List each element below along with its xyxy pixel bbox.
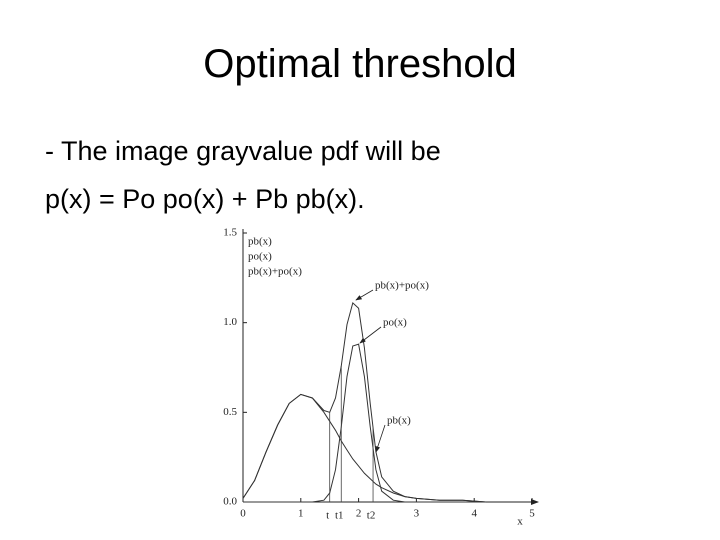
threshold-label: t [326, 510, 329, 522]
x-tick-label: 5 [529, 508, 535, 520]
x-axis-label: x [517, 516, 523, 528]
threshold-label: t2 [367, 510, 376, 522]
legend-entry: po(x) [248, 251, 272, 263]
curve [242, 393, 486, 503]
curve [243, 343, 486, 503]
bullet-line: - The image grayvalue pdf will be [45, 136, 441, 166]
callout-arrow [359, 326, 382, 344]
bullet-line: p(x) = Po po(x) + Pb pb(x). [45, 184, 365, 214]
curve [242, 301, 486, 503]
y-tick-label: 1.5 [223, 227, 237, 239]
x-tick-label: 0 [240, 508, 246, 520]
y-tick-label: 0.5 [223, 406, 237, 418]
legend-entry: pb(x)+po(x) [248, 266, 302, 278]
slide-title: Optimal threshold [203, 42, 517, 86]
y-tick-label: 1.0 [223, 316, 237, 328]
x-tick-label: 4 [471, 508, 477, 520]
callout-arrow [375, 424, 386, 453]
x-tick-label: 2 [356, 508, 362, 520]
callout-label: po(x) [383, 317, 407, 329]
y-tick-label: 0.0 [223, 496, 237, 508]
x-tick-label: 1 [298, 508, 304, 520]
x-tick-label: 3 [414, 508, 420, 520]
threshold-label: t1 [335, 510, 344, 522]
callout-label: pb(x)+po(x) [375, 280, 429, 292]
callout-arrow [355, 289, 374, 301]
callout-label: pb(x) [387, 415, 411, 427]
legend-entry: pb(x) [248, 236, 272, 248]
